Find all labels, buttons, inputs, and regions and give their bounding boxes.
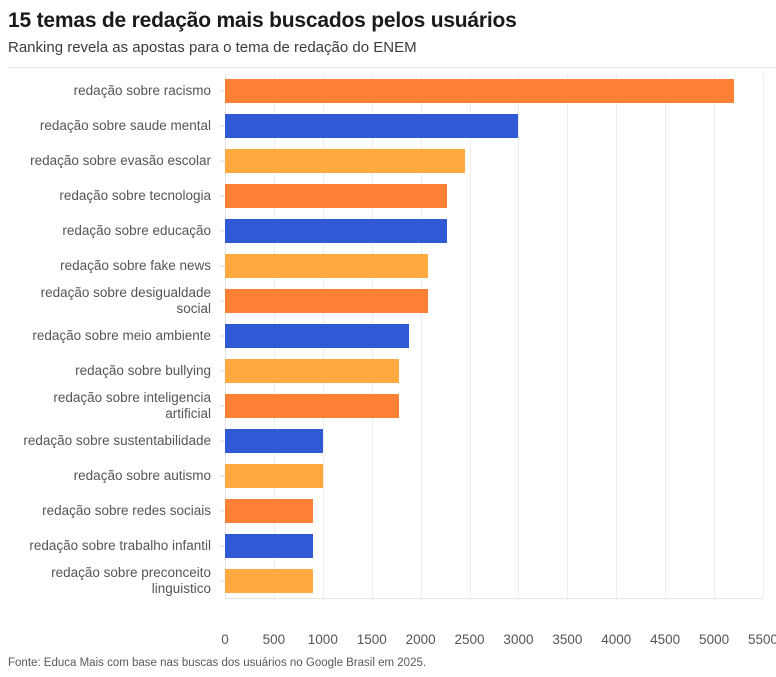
bar-row[interactable]: redação sobre trabalho infantil: [0, 529, 776, 564]
header-divider: [8, 66, 776, 68]
y-axis-tick: [220, 230, 225, 232]
bar-category-label: redação sobre tecnologia: [59, 188, 211, 204]
y-axis-tick: [220, 265, 225, 267]
y-axis-tick: [220, 160, 225, 162]
bar[interactable]: [225, 464, 323, 489]
bar[interactable]: [225, 149, 465, 174]
bar[interactable]: [225, 429, 323, 454]
bar-row[interactable]: redação sobre saude mental: [0, 109, 776, 144]
x-axis-tick-label: 3000: [503, 631, 534, 647]
x-axis: 0 500 1000 1500 2000 2500 3000 3500 4000 4500 5000…: [0, 628, 776, 654]
x-axis-tick-label: 5000: [699, 631, 730, 647]
bar[interactable]: [225, 534, 314, 559]
x-axis-tick-label: 0: [221, 631, 229, 647]
bar[interactable]: [225, 359, 400, 384]
y-axis-tick: [220, 125, 225, 127]
bar-category-label: redação sobre redes sociais: [42, 503, 211, 519]
bar-category-label: redação sobre preconceito linguistico: [51, 565, 211, 597]
x-axis-tick-label: 2000: [405, 631, 436, 647]
bar[interactable]: [225, 254, 429, 279]
x-axis-tick-label: 2500: [454, 631, 485, 647]
y-axis-tick: [220, 580, 225, 582]
bar-row[interactable]: redação sobre bullying: [0, 354, 776, 389]
bar-category-label: redação sobre inteligencia artificial: [53, 390, 211, 422]
bar-category-label: redação sobre racismo: [73, 83, 211, 99]
bar-row[interactable]: redação sobre desigualdade social: [0, 284, 776, 319]
page-title: 15 temas de redação mais buscados pelos …: [8, 9, 517, 32]
x-axis-tick-label: 3500: [552, 631, 583, 647]
bar-category-label: redação sobre saude mental: [39, 118, 211, 134]
bar[interactable]: [225, 114, 519, 139]
y-axis-tick: [220, 90, 225, 92]
y-axis-tick: [220, 300, 225, 302]
y-axis-tick: [220, 370, 225, 372]
bar[interactable]: [225, 184, 448, 209]
bar[interactable]: [225, 569, 314, 594]
bar[interactable]: [225, 289, 429, 314]
x-axis-tick-label: 1000: [307, 631, 338, 647]
x-axis-tick-label: 4500: [650, 631, 681, 647]
bar-row[interactable]: redação sobre educação: [0, 214, 776, 249]
bar-row[interactable]: redação sobre preconceito linguistico: [0, 564, 776, 599]
bar-row[interactable]: redação sobre evasão escolar: [0, 144, 776, 179]
chart-subtitle: Ranking revela as apostas para o tema de…: [8, 39, 417, 57]
x-axis-tick-label: 5500: [747, 631, 776, 647]
bar-row[interactable]: redação sobre fake news: [0, 249, 776, 284]
y-axis-tick: [220, 195, 225, 197]
y-axis-tick: [220, 440, 225, 442]
bar[interactable]: [225, 394, 400, 419]
bar-row[interactable]: redação sobre racismo: [0, 74, 776, 109]
bar-row[interactable]: redação sobre tecnologia: [0, 179, 776, 214]
bar-category-label: redação sobre bullying: [75, 363, 211, 379]
chart-header: 15 temas de redação mais buscados pelos …: [0, 0, 776, 68]
bar-category-label: redação sobre desigualdade social: [40, 285, 211, 317]
x-axis-tick-label: 1500: [356, 631, 387, 647]
bar-category-label: redação sobre evasão escolar: [30, 153, 211, 169]
bar-rows: redação sobre racismo redação sobre saude…: [0, 74, 776, 599]
bar[interactable]: [225, 219, 448, 244]
x-axis-tick-label: 500: [262, 631, 286, 647]
bar-category-label: redação sobre autismo: [73, 468, 211, 484]
bar-category-label: redação sobre fake news: [60, 258, 211, 274]
bar-category-label: redação sobre sustentabilidade: [23, 433, 211, 449]
bar-category-label: redação sobre educação: [62, 223, 211, 239]
bar[interactable]: [225, 79, 734, 104]
y-axis-tick: [220, 335, 225, 337]
y-axis-tick: [220, 545, 225, 547]
bar-category-label: redação sobre trabalho infantil: [29, 538, 211, 554]
bar[interactable]: [225, 324, 409, 349]
source-note: Fonte: Educa Mais com base nas buscas do…: [8, 657, 427, 669]
bar-row[interactable]: redação sobre sustentabilidade: [0, 424, 776, 459]
bar-row[interactable]: redação sobre redes sociais: [0, 494, 776, 529]
bar[interactable]: [225, 499, 314, 524]
y-axis-tick: [220, 510, 225, 512]
x-axis-tick-label: 4000: [601, 631, 632, 647]
y-axis-tick: [220, 475, 225, 477]
bar-category-label: redação sobre meio ambiente: [32, 328, 211, 344]
bar-row[interactable]: redação sobre inteligencia artificial: [0, 389, 776, 424]
bar-row[interactable]: redação sobre autismo: [0, 459, 776, 494]
bar-row[interactable]: redação sobre meio ambiente: [0, 319, 776, 354]
plot-area: redação sobre racismo redação sobre saude…: [0, 68, 776, 628]
y-axis-tick: [220, 405, 225, 407]
